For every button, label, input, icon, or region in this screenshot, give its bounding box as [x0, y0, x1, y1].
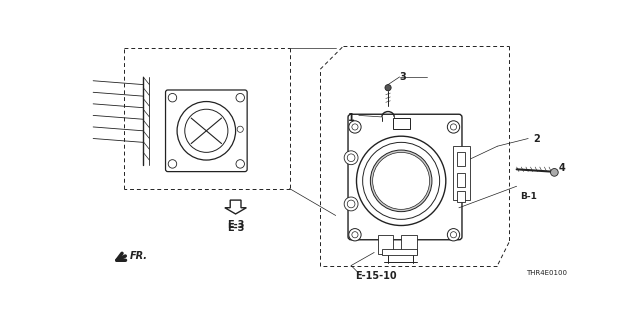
Bar — [458, 173, 465, 187]
Text: B-1: B-1 — [520, 192, 538, 201]
Circle shape — [371, 150, 432, 212]
Circle shape — [349, 121, 361, 133]
Polygon shape — [225, 200, 246, 214]
Text: E-3: E-3 — [227, 223, 244, 233]
Bar — [458, 152, 465, 166]
Bar — [394, 118, 410, 129]
Circle shape — [550, 169, 558, 176]
Bar — [378, 235, 394, 254]
Circle shape — [344, 197, 358, 211]
Bar — [401, 235, 417, 254]
Circle shape — [385, 84, 391, 91]
Text: THR4E0100: THR4E0100 — [525, 269, 566, 276]
Bar — [452, 146, 470, 200]
Text: E-15-10: E-15-10 — [355, 271, 397, 281]
Text: FR.: FR. — [130, 251, 148, 261]
Circle shape — [447, 121, 460, 133]
Bar — [382, 249, 417, 255]
Text: 4: 4 — [559, 163, 566, 173]
Text: E-3: E-3 — [227, 220, 244, 230]
Text: 2: 2 — [534, 133, 540, 143]
Circle shape — [447, 228, 460, 241]
Text: 1: 1 — [348, 113, 355, 123]
FancyBboxPatch shape — [348, 114, 462, 240]
Circle shape — [349, 228, 361, 241]
FancyBboxPatch shape — [166, 90, 247, 172]
Bar — [458, 191, 465, 203]
Circle shape — [372, 152, 429, 209]
Text: 3: 3 — [399, 72, 406, 82]
Circle shape — [344, 151, 358, 165]
